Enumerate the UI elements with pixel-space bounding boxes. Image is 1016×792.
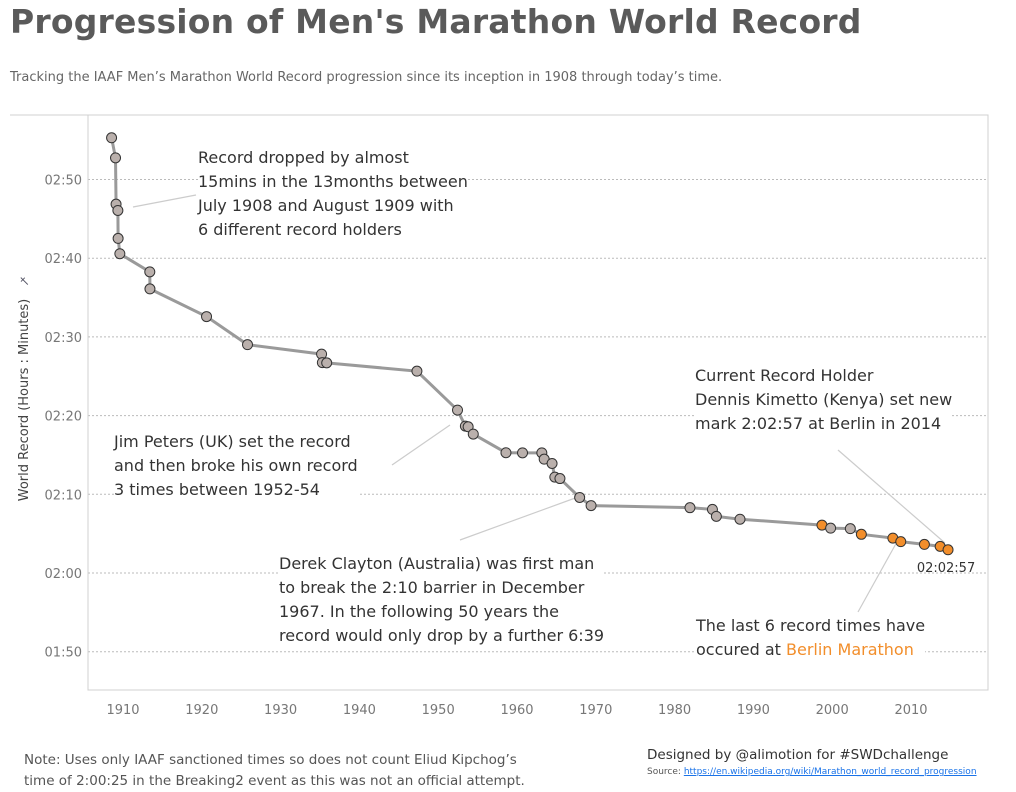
annotation-line: occured at Berlin Marathon	[696, 638, 925, 662]
annotation-line: and then broke his own record	[114, 456, 358, 475]
footnote: Note: Uses only IAAF sanctioned times so…	[24, 750, 525, 792]
annotation-clayton: Derek Clayton (Australia) was first man …	[279, 552, 605, 648]
record-point	[144, 283, 156, 295]
annotation-line: Current Record Holder	[695, 366, 874, 385]
x-tick-label: 1930	[264, 703, 297, 718]
x-tick-label: 1990	[737, 703, 770, 718]
annotation-line: 6 different record holders	[198, 220, 402, 239]
annotation-text: occured at	[696, 640, 786, 659]
record-point	[844, 523, 856, 535]
annotation-early: Record dropped by almost 15mins in the 1…	[198, 146, 468, 242]
source: Source: https://en.wikipedia.org/wiki/Ma…	[647, 767, 977, 777]
x-tick-label: 2010	[894, 703, 927, 718]
record-point	[554, 473, 566, 485]
footnote-line: time of 2:00:25 in the Breaking2 event a…	[24, 773, 525, 789]
annotation-line: 15mins in the 13months between	[198, 172, 468, 191]
record-point	[585, 500, 597, 512]
last-record-label: 02:02:57	[917, 561, 975, 576]
record-point	[321, 357, 333, 369]
record-point	[242, 339, 254, 351]
page-title: Progression of Men's Marathon World Reco…	[10, 2, 862, 41]
berlin-record-point	[942, 544, 954, 556]
record-point	[825, 522, 837, 534]
berlin-record-point	[895, 536, 907, 548]
footnote-line: Note: Uses only IAAF sanctioned times so…	[24, 752, 517, 768]
record-point	[452, 404, 464, 416]
plot-frame	[87, 114, 989, 691]
subtitle: Tracking the IAAF Men’s Marathon World R…	[10, 70, 723, 85]
annotation-line: Derek Clayton (Australia) was first man	[279, 554, 595, 573]
x-tick-label: 1970	[579, 703, 612, 718]
record-point	[467, 428, 479, 440]
record-point	[684, 502, 696, 514]
x-tick-label: 2000	[816, 703, 849, 718]
y-tick-label: 02:50	[45, 174, 82, 189]
berlin-record-point	[855, 528, 867, 540]
y-tick-label: 01:50	[45, 646, 82, 661]
annotation-line: Jim Peters (UK) set the record	[114, 432, 351, 451]
x-tick-label: 1980	[658, 703, 691, 718]
y-tick-label: 02:40	[45, 252, 82, 267]
x-tick-label: 1940	[343, 703, 376, 718]
x-tick-label: 1920	[185, 703, 218, 718]
record-point	[112, 204, 124, 216]
record-point	[517, 447, 529, 459]
record-point	[106, 132, 118, 144]
source-link[interactable]: https://en.wikipedia.org/wiki/Marathon_w…	[683, 767, 977, 777]
record-point	[112, 232, 124, 244]
record-point	[710, 510, 722, 522]
record-point	[201, 311, 213, 323]
annotation-line: Dennis Kimetto (Kenya) set new	[695, 390, 953, 409]
annotation-line: July 1908 and August 1909 with	[198, 196, 454, 215]
x-tick-label: 1950	[422, 703, 455, 718]
pin-icon: †	[17, 274, 31, 288]
annotation-line: The last 6 record times have	[696, 616, 926, 635]
record-point	[462, 421, 474, 433]
y-tick-label: 02:30	[45, 331, 82, 346]
annotation-berlin: The last 6 record times have occured at …	[696, 614, 926, 662]
record-point	[734, 513, 746, 525]
record-point	[144, 266, 156, 278]
annotation-line: record would only drop by a further 6:39	[279, 626, 605, 645]
berlin-record-point	[918, 538, 930, 550]
record-point	[574, 491, 586, 503]
annotation-line: Record dropped by almost	[198, 148, 409, 167]
annotation-leader-line	[132, 194, 197, 208]
y-tick-label: 02:10	[45, 488, 82, 503]
x-tick-label: 1960	[500, 703, 533, 718]
source-label: Source:	[647, 767, 684, 777]
y-tick-label: 02:00	[45, 567, 82, 582]
annotation-line: 3 times between 1952-54	[114, 480, 320, 499]
annotation-line: 1967. In the following 50 years the	[279, 602, 560, 621]
annotation-leader-line	[837, 449, 946, 544]
annotation-current-holder: Current Record Holder Dennis Kimetto (Ke…	[695, 364, 953, 436]
annotation-peters: Jim Peters (UK) set the record and then …	[114, 430, 358, 502]
annotation-leader-line	[391, 424, 451, 466]
record-point	[546, 457, 558, 469]
annotation-line: mark 2:02:57 at Berlin in 2014	[695, 414, 942, 433]
record-line	[110, 137, 949, 552]
record-point	[411, 365, 423, 377]
record-point	[110, 152, 122, 164]
annotation-leader-line	[857, 539, 899, 613]
annotation-line: to break the 2:10 barrier in December	[279, 578, 585, 597]
record-point	[114, 248, 126, 260]
y-axis-label: World Record (Hours : Minutes)	[17, 299, 32, 501]
y-tick-label: 02:20	[45, 410, 82, 425]
x-tick-label: 1910	[106, 703, 139, 718]
berlin-highlight: Berlin Marathon	[786, 640, 914, 659]
annotation-leader-line	[459, 496, 579, 541]
record-point	[500, 447, 512, 459]
credit: Designed by @alimotion for #SWDchallenge	[647, 747, 949, 763]
